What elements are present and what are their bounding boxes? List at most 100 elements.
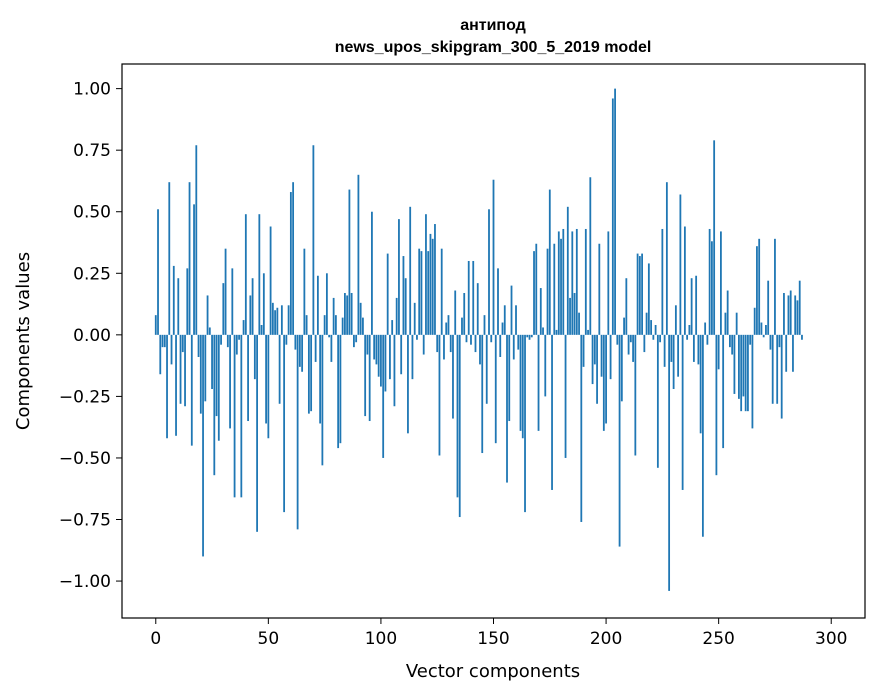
bar: [253, 334, 256, 380]
bar: [359, 302, 362, 335]
bar: [774, 238, 776, 335]
chart-subtitle: news_upos_skipgram_300_5_2019 model: [335, 39, 652, 56]
bars-group: [154, 88, 803, 591]
bar: [578, 312, 580, 335]
bar: [235, 334, 238, 355]
bar: [542, 327, 544, 335]
bar: [692, 334, 695, 362]
bar: [256, 334, 258, 532]
bar: [553, 243, 556, 335]
bar: [416, 334, 418, 340]
bar: [735, 312, 738, 335]
bar: [328, 334, 331, 338]
bar: [208, 327, 211, 335]
bar: [355, 334, 358, 343]
bar: [620, 334, 623, 402]
bar: [294, 334, 297, 350]
bar: [159, 334, 162, 375]
bar: [753, 307, 756, 335]
bar: [251, 278, 254, 335]
bar: [776, 334, 779, 404]
bar: [285, 334, 288, 345]
bar: [465, 334, 468, 343]
bar: [447, 315, 450, 335]
bar: [508, 334, 511, 422]
bar: [625, 278, 628, 335]
bar: [537, 334, 540, 431]
bar: [389, 334, 391, 380]
bar: [501, 322, 504, 335]
bar: [348, 189, 351, 335]
bar: [771, 334, 774, 404]
bar: [704, 322, 707, 335]
bar: [548, 189, 551, 335]
bar: [353, 334, 355, 348]
bar: [652, 334, 655, 340]
bar: [217, 334, 220, 441]
bar: [643, 334, 646, 353]
bar: [386, 253, 389, 335]
bar: [325, 273, 328, 335]
bar: [580, 334, 583, 522]
y-tick-label: 1.00: [73, 80, 111, 100]
bar: [321, 334, 324, 466]
bar: [573, 292, 576, 335]
bar: [636, 253, 639, 335]
bar: [729, 334, 731, 348]
bar: [661, 228, 664, 335]
bar: [310, 334, 313, 412]
bar: [546, 248, 549, 335]
bar: [479, 334, 481, 365]
bar: [301, 334, 304, 372]
bar: [195, 145, 198, 335]
bar: [551, 334, 553, 490]
bar: [411, 334, 414, 380]
bar: [796, 300, 799, 335]
bar: [611, 98, 614, 335]
bar: [584, 228, 587, 335]
bar: [665, 182, 668, 335]
bar: [632, 334, 634, 362]
bar: [494, 334, 497, 444]
bar: [280, 305, 283, 335]
bar: [744, 334, 747, 412]
bar: [319, 334, 322, 424]
bar: [726, 290, 729, 335]
bar: [177, 278, 180, 335]
bar: [271, 302, 274, 335]
bar: [332, 297, 335, 335]
bar: [618, 334, 621, 547]
bar: [402, 256, 405, 335]
bar: [472, 260, 475, 335]
bar: [733, 334, 736, 394]
bar: [213, 334, 216, 476]
bar: [463, 292, 466, 335]
bar: [713, 140, 716, 335]
bar: [515, 305, 517, 335]
bar: [780, 334, 783, 419]
bar: [650, 320, 653, 335]
bar: [357, 174, 360, 335]
bar: [362, 317, 364, 335]
bar: [544, 334, 547, 397]
bar: [564, 334, 567, 458]
bar: [668, 334, 671, 591]
bar: [224, 248, 227, 335]
bar: [170, 334, 173, 365]
x-tick-label: 0: [150, 629, 161, 649]
bar: [274, 310, 276, 335]
bar: [512, 334, 515, 360]
x-axis-label: Vector components: [406, 661, 580, 682]
bar: [582, 334, 585, 367]
bar: [751, 334, 754, 429]
bar: [330, 334, 333, 362]
bar: [801, 334, 803, 340]
bar: [364, 334, 367, 417]
bar: [557, 231, 560, 335]
bar: [206, 295, 209, 335]
bar: [591, 334, 594, 385]
bar: [163, 334, 166, 348]
bar: [654, 325, 657, 335]
bar: [575, 228, 578, 335]
bar: [715, 334, 718, 476]
